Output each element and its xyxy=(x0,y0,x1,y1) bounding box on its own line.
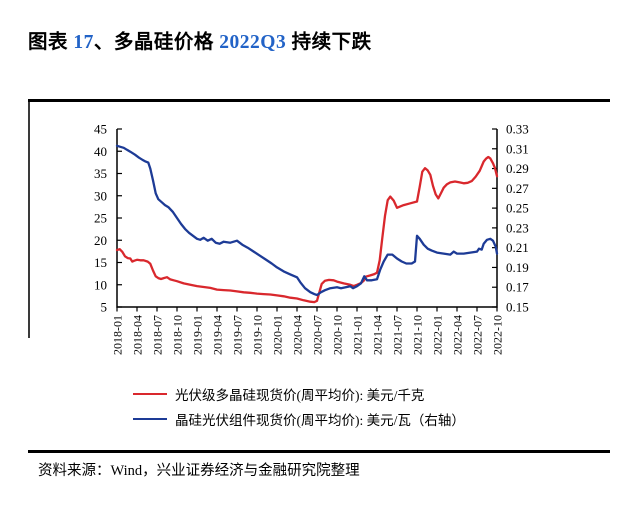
svg-text:15: 15 xyxy=(94,255,107,270)
svg-text:45: 45 xyxy=(94,122,107,137)
svg-text:0.33: 0.33 xyxy=(506,122,529,137)
blue-line-sample xyxy=(133,417,167,420)
svg-text:2020-07: 2020-07 xyxy=(311,315,325,355)
legend-item-polysilicon-price: 光伏级多晶硅现货价(周平均价): 美元/千克 xyxy=(133,385,465,403)
source-note: 资料来源：Wind，兴业证券经济与金融研究院整理 xyxy=(38,463,360,479)
svg-text:0.23: 0.23 xyxy=(506,220,529,235)
svg-text:2020-01: 2020-01 xyxy=(271,315,285,355)
top-divider xyxy=(28,99,610,102)
svg-text:2018-07: 2018-07 xyxy=(151,315,165,355)
figure-title-prefix: 图表 xyxy=(28,32,74,53)
svg-text:2020-10: 2020-10 xyxy=(331,315,345,355)
svg-text:2021-01: 2021-01 xyxy=(351,315,365,355)
svg-text:40: 40 xyxy=(94,144,107,159)
legend-item-module-price: 晶硅光伏组件现货价(周平均价): 美元/瓦（右轴） xyxy=(133,410,465,428)
svg-text:25: 25 xyxy=(94,211,107,226)
svg-text:2019-10: 2019-10 xyxy=(251,315,265,355)
svg-text:0.27: 0.27 xyxy=(506,181,529,196)
svg-text:2018-10: 2018-10 xyxy=(171,315,185,355)
svg-text:2019-01: 2019-01 xyxy=(191,315,205,355)
svg-text:2022-01: 2022-01 xyxy=(431,315,445,355)
red-line-sample xyxy=(133,392,167,395)
svg-text:35: 35 xyxy=(94,166,107,181)
svg-text:2020-04: 2020-04 xyxy=(291,315,305,355)
svg-text:2019-07: 2019-07 xyxy=(231,315,245,355)
figure-title: 图表 17、多晶硅价格 2022Q3 持续下跌 xyxy=(28,25,372,54)
figure-title-quarter: 2022Q3 xyxy=(219,32,287,53)
svg-text:2018-01: 2018-01 xyxy=(111,315,125,355)
chart-legend: 光伏级多晶硅现货价(周平均价): 美元/千克 晶硅光伏组件现货价(周平均价): … xyxy=(133,385,465,428)
svg-text:5: 5 xyxy=(101,300,108,315)
figure-title-suffix: 持续下跌 xyxy=(286,32,372,53)
svg-text:30: 30 xyxy=(94,188,107,203)
svg-text:0.21: 0.21 xyxy=(506,240,529,255)
legend-label-module: 晶硅光伏组件现货价(周平均价): 美元/瓦（右轴） xyxy=(175,412,465,428)
svg-text:0.25: 0.25 xyxy=(506,201,529,216)
svg-text:0.29: 0.29 xyxy=(506,161,529,176)
svg-text:0.31: 0.31 xyxy=(506,141,529,156)
svg-text:2019-04: 2019-04 xyxy=(211,315,225,355)
svg-text:0.17: 0.17 xyxy=(506,280,529,295)
svg-text:20: 20 xyxy=(94,233,107,248)
svg-text:0.19: 0.19 xyxy=(506,260,529,275)
svg-text:2021-04: 2021-04 xyxy=(371,315,385,355)
bottom-divider xyxy=(28,450,610,453)
svg-text:2021-10: 2021-10 xyxy=(411,315,425,355)
legend-label-polysilicon: 光伏级多晶硅现货价(周平均价): 美元/千克 xyxy=(175,387,425,403)
svg-text:2022-07: 2022-07 xyxy=(471,315,485,355)
svg-text:2022-04: 2022-04 xyxy=(451,315,465,355)
svg-text:2021-07: 2021-07 xyxy=(391,315,405,355)
svg-text:2022-10: 2022-10 xyxy=(491,315,505,355)
figure-title-text: 、多晶硅价格 xyxy=(93,32,220,53)
svg-text:10: 10 xyxy=(94,277,107,292)
figure-number: 17 xyxy=(73,32,94,53)
svg-text:0.15: 0.15 xyxy=(506,300,529,315)
svg-text:2018-04: 2018-04 xyxy=(131,315,145,355)
price-line-chart: 5 10 15 20 25 30 35 40 45 0.15 0.17 0.19 0.21 0.23 0.2… xyxy=(94,122,529,356)
left-border-line xyxy=(28,102,30,338)
